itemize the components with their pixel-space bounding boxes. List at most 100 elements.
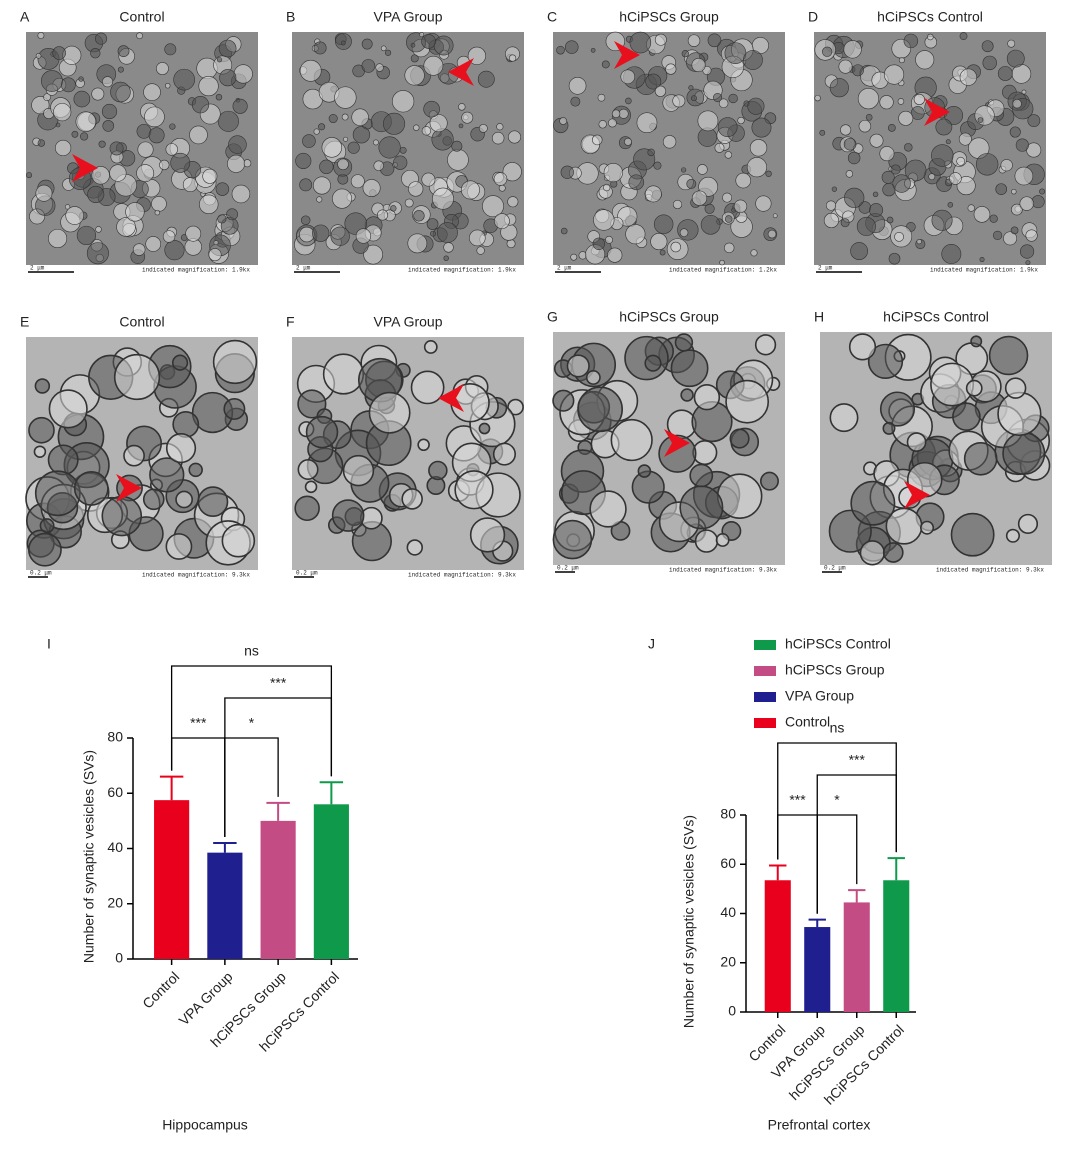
- legend-swatch: [754, 718, 776, 728]
- em-texture: [859, 540, 886, 566]
- x-tick-label: Control: [139, 968, 182, 1011]
- red-arrowhead: [924, 98, 950, 126]
- em-texture: [737, 116, 745, 125]
- em-texture: [189, 125, 208, 145]
- em-texture: [65, 206, 84, 225]
- em-texture: [172, 410, 200, 438]
- em-texture: [749, 139, 768, 157]
- em-texture: [681, 50, 689, 58]
- em-texture: [628, 174, 645, 191]
- em-texture: [956, 156, 966, 166]
- panel-title: hCiPSCs Control: [877, 9, 983, 25]
- em-texture: [26, 172, 33, 179]
- legend-swatch: [754, 666, 776, 676]
- em-texture: [637, 464, 652, 478]
- em-texture: [850, 242, 869, 260]
- em-texture: [693, 383, 721, 411]
- em-texture: [159, 159, 170, 171]
- em-texture: [91, 87, 105, 101]
- em-texture: [331, 499, 365, 532]
- em-texture: [867, 343, 904, 379]
- em-texture: [136, 32, 143, 40]
- em-texture: [620, 69, 636, 85]
- em-texture: [913, 93, 925, 105]
- significance-label: ns: [244, 643, 259, 659]
- em-texture: [218, 39, 237, 58]
- em-texture: [1027, 114, 1041, 128]
- em-texture: [294, 495, 320, 522]
- em-texture: [372, 139, 379, 146]
- em-texture: [751, 117, 772, 138]
- em-texture: [977, 117, 984, 123]
- em-texture: [915, 50, 935, 70]
- em-texture: [747, 97, 765, 115]
- em-texture: [43, 93, 51, 101]
- em-texture: [316, 196, 323, 203]
- em-texture: [454, 470, 494, 510]
- em-texture: [506, 239, 516, 249]
- em-texture: [974, 105, 995, 126]
- em-texture: [879, 391, 916, 427]
- magnification: indicated magnification: 9.3kx: [408, 572, 516, 579]
- em-texture: [321, 137, 343, 158]
- x-axis-label: Prefrontal cortex: [768, 1117, 871, 1133]
- significance-label: *: [834, 792, 840, 808]
- em-texture: [39, 518, 55, 534]
- em-texture: [460, 180, 480, 200]
- em-texture: [928, 173, 936, 181]
- em-texture: [724, 42, 747, 64]
- em-texture: [28, 416, 55, 444]
- em-texture: [375, 63, 384, 72]
- em-texture: [76, 225, 97, 246]
- em-texture: [217, 214, 227, 224]
- em-texture: [568, 76, 587, 95]
- em-texture: [1039, 188, 1046, 195]
- em-texture: [662, 135, 677, 149]
- significance-bracket: [816, 814, 858, 914]
- em-texture: [508, 130, 521, 144]
- em-texture: [691, 95, 697, 102]
- em-texture: [728, 93, 738, 104]
- em-texture: [410, 42, 416, 48]
- y-tick-label: 40: [720, 904, 736, 920]
- magnification: indicated magnification: 9.3kx: [669, 567, 777, 574]
- em-texture: [988, 335, 1029, 376]
- em-texture: [407, 233, 428, 254]
- em-texture: [625, 97, 632, 105]
- em-texture: [502, 162, 522, 182]
- em-texture: [679, 485, 724, 530]
- em-texture: [428, 460, 448, 481]
- em-texture: [829, 78, 849, 98]
- em-texture: [881, 170, 895, 184]
- em-texture: [941, 244, 962, 264]
- em-texture: [302, 134, 316, 148]
- red-arrowhead: [664, 429, 690, 457]
- y-tick-label: 80: [107, 729, 123, 745]
- significance-label: ***: [190, 715, 207, 731]
- em-texture: [37, 139, 46, 147]
- em-texture: [34, 470, 81, 517]
- em-texture: [300, 215, 311, 225]
- em-texture: [958, 132, 972, 146]
- em-texture: [299, 178, 313, 192]
- em-texture: [691, 58, 706, 73]
- em-texture: [132, 243, 146, 256]
- y-tick-label: 0: [728, 1003, 736, 1019]
- em-texture: [585, 370, 601, 385]
- em-texture: [226, 208, 239, 221]
- em-texture: [421, 34, 436, 49]
- em-texture: [681, 167, 687, 173]
- em-texture: [653, 214, 674, 234]
- em-texture: [299, 59, 322, 82]
- em-texture: [215, 182, 230, 196]
- em-texture: [906, 432, 927, 452]
- em-texture: [227, 154, 246, 173]
- red-arrowhead: [116, 474, 142, 502]
- em-texture: [410, 370, 445, 405]
- em-texture: [981, 40, 994, 53]
- em-texture: [949, 172, 962, 185]
- em-texture: [431, 128, 454, 151]
- em-texture: [60, 77, 76, 93]
- em-texture: [458, 123, 464, 129]
